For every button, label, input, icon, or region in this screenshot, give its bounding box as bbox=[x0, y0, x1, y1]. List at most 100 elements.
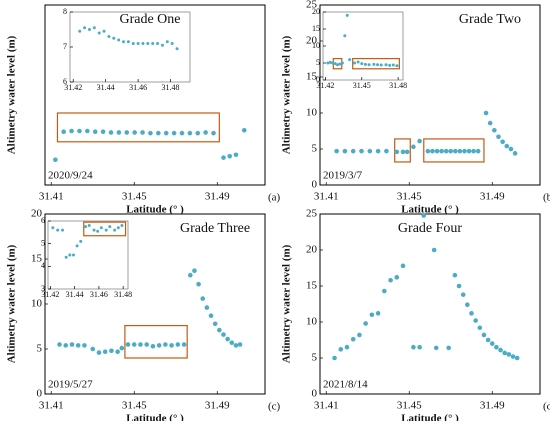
point bbox=[56, 228, 60, 232]
y-tick-label: 0 bbox=[37, 388, 43, 400]
y-tick-label: 10 bbox=[306, 107, 318, 119]
point bbox=[68, 253, 72, 257]
point bbox=[82, 343, 87, 348]
point bbox=[138, 342, 143, 347]
point bbox=[345, 13, 349, 17]
point bbox=[126, 40, 130, 44]
point bbox=[217, 327, 222, 333]
point bbox=[382, 288, 387, 294]
point bbox=[156, 42, 160, 45]
y-tick-label: 0 bbox=[312, 388, 318, 400]
point bbox=[221, 332, 226, 337]
point bbox=[514, 355, 520, 361]
y-tick-label: 10 bbox=[306, 316, 318, 328]
y-tick-label: 0 bbox=[316, 75, 320, 84]
point bbox=[63, 343, 69, 348]
point bbox=[131, 42, 135, 45]
point bbox=[78, 29, 82, 33]
point bbox=[109, 348, 114, 354]
panel: 31.41 31.45 31.49 0 5 10 15 20 25 Grade Four 2021/… bbox=[281, 208, 550, 421]
point bbox=[394, 275, 400, 280]
x-tick-label: 31.48 bbox=[162, 83, 180, 92]
x-tick-label: 31.42 bbox=[64, 83, 82, 92]
point bbox=[433, 345, 439, 351]
x-tick-label: 31.49 bbox=[480, 191, 505, 203]
point bbox=[417, 138, 422, 144]
point bbox=[165, 40, 169, 44]
point bbox=[367, 63, 371, 67]
y-tick-label: 5 bbox=[312, 352, 318, 364]
point bbox=[196, 281, 201, 287]
plot-frame bbox=[319, 213, 541, 395]
point bbox=[395, 64, 399, 68]
point bbox=[97, 31, 101, 35]
point bbox=[51, 226, 55, 230]
point bbox=[379, 63, 383, 67]
highlight-box bbox=[352, 57, 400, 70]
point bbox=[71, 253, 75, 257]
panel-label: (a) bbox=[268, 192, 281, 204]
point bbox=[411, 144, 416, 150]
y-tick-label: 6 bbox=[63, 77, 67, 86]
point bbox=[500, 139, 505, 145]
y-tick-label: 10 bbox=[31, 298, 43, 310]
point bbox=[53, 157, 58, 163]
point bbox=[489, 341, 495, 346]
point bbox=[132, 130, 137, 135]
point bbox=[404, 149, 410, 155]
y-tick-label: 20 bbox=[31, 208, 43, 220]
y-tick-label: 10 bbox=[312, 41, 320, 50]
point bbox=[108, 225, 112, 229]
point bbox=[160, 43, 164, 47]
point bbox=[229, 340, 235, 345]
point bbox=[350, 148, 356, 154]
point bbox=[92, 129, 98, 135]
x-tick-label: 31.45 bbox=[122, 191, 147, 203]
point bbox=[417, 344, 422, 350]
highlight-box bbox=[56, 112, 220, 143]
point bbox=[498, 347, 503, 353]
point bbox=[102, 29, 106, 33]
chart-title: Grade One bbox=[119, 12, 180, 27]
point bbox=[363, 321, 368, 326]
chart-title: Grade Four bbox=[398, 221, 462, 236]
point bbox=[460, 292, 466, 297]
point bbox=[326, 61, 330, 65]
y-tick-label: 8 bbox=[63, 7, 67, 16]
point bbox=[233, 343, 239, 348]
panel-label: (b) bbox=[543, 192, 550, 204]
point bbox=[469, 311, 474, 316]
point bbox=[99, 226, 103, 230]
point bbox=[203, 130, 208, 135]
point bbox=[492, 127, 497, 133]
y-tick-label: 5 bbox=[312, 143, 318, 155]
point bbox=[85, 128, 90, 134]
point bbox=[334, 148, 339, 154]
y-tick-label: 6 bbox=[41, 216, 45, 225]
x-axis-label: Latitude (° ) bbox=[401, 413, 459, 421]
highlight-box bbox=[83, 221, 127, 237]
point bbox=[487, 120, 493, 126]
point bbox=[212, 321, 218, 327]
inset-frame bbox=[47, 220, 129, 290]
point bbox=[163, 130, 169, 136]
point bbox=[452, 272, 458, 278]
x-axis-label: Latitude (° ) bbox=[126, 413, 184, 421]
point bbox=[115, 349, 120, 354]
x-tick-label: 31.44 bbox=[66, 290, 84, 299]
point bbox=[375, 148, 381, 154]
y-tick-label: 25 bbox=[306, 0, 318, 11]
point bbox=[163, 342, 168, 347]
point bbox=[359, 148, 364, 154]
point bbox=[502, 350, 508, 356]
point bbox=[156, 130, 161, 136]
point bbox=[108, 130, 114, 135]
point bbox=[100, 129, 106, 135]
point bbox=[475, 148, 481, 154]
point bbox=[187, 272, 193, 278]
point bbox=[237, 342, 243, 347]
point bbox=[151, 42, 155, 45]
x-tick-label: 31.45 bbox=[353, 81, 371, 90]
point bbox=[225, 336, 230, 342]
